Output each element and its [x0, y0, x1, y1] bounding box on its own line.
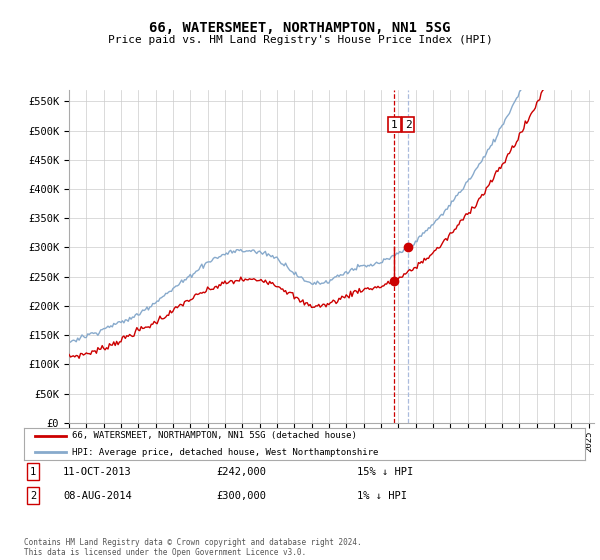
Text: 2: 2 — [405, 120, 412, 130]
Text: HPI: Average price, detached house, West Northamptonshire: HPI: Average price, detached house, West… — [71, 447, 378, 457]
Text: £300,000: £300,000 — [216, 491, 266, 501]
Text: Contains HM Land Registry data © Crown copyright and database right 2024.
This d: Contains HM Land Registry data © Crown c… — [24, 538, 362, 557]
Text: £242,000: £242,000 — [216, 466, 266, 477]
Text: 2: 2 — [30, 491, 36, 501]
Text: 15% ↓ HPI: 15% ↓ HPI — [357, 466, 413, 477]
Text: 1: 1 — [391, 120, 398, 130]
Text: 08-AUG-2014: 08-AUG-2014 — [63, 491, 132, 501]
Text: 66, WATERSMEET, NORTHAMPTON, NN1 5SG (detached house): 66, WATERSMEET, NORTHAMPTON, NN1 5SG (de… — [71, 431, 356, 441]
Text: 11-OCT-2013: 11-OCT-2013 — [63, 466, 132, 477]
Text: 1: 1 — [30, 466, 36, 477]
Text: 1% ↓ HPI: 1% ↓ HPI — [357, 491, 407, 501]
Text: 66, WATERSMEET, NORTHAMPTON, NN1 5SG: 66, WATERSMEET, NORTHAMPTON, NN1 5SG — [149, 21, 451, 35]
Text: Price paid vs. HM Land Registry's House Price Index (HPI): Price paid vs. HM Land Registry's House … — [107, 35, 493, 45]
